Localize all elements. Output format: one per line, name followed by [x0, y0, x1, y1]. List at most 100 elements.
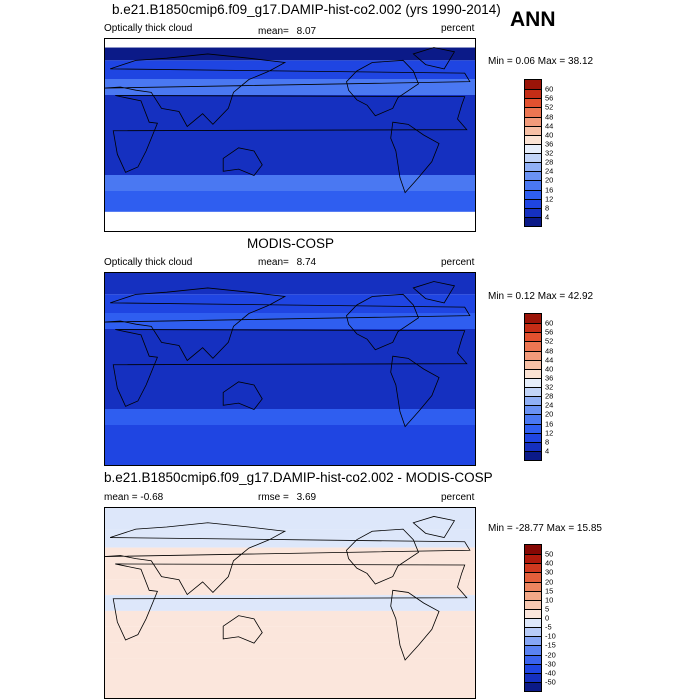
panel-1-colorbar-cell: [525, 189, 541, 199]
panel-1-zonal-band: [105, 47, 475, 61]
panel-2-coastline: [105, 287, 471, 362]
panel-3-colorbar-cell: [525, 554, 541, 564]
panel-3-colorbar-tick: -50: [545, 677, 556, 687]
panel-3-colorbar-cell: [525, 645, 541, 655]
panel-3-coastline: [412, 516, 456, 539]
panel-2-colorbar-tick: 8: [545, 437, 550, 447]
panel-2-map: [104, 272, 476, 466]
panel-3-colorbar-tick: 5: [545, 604, 550, 614]
panel-3-colorbar-tick: 50: [545, 549, 554, 559]
panel-2-colorbar-tick: 28: [545, 391, 554, 401]
panel-2-zonal-band: [105, 409, 475, 425]
panel-1-coastline: [412, 47, 456, 70]
panel-3-colorbar-tick: -5: [545, 622, 552, 632]
panel-3-colorbar-cell: [525, 663, 541, 673]
panel-1-zonal-band: [105, 143, 475, 159]
panel-3-rmse-label: rmse = 3.69: [258, 492, 316, 503]
panel-3-colorbar-tick: 30: [545, 567, 554, 577]
panel-2-zonal-band: [105, 361, 475, 377]
panel-3-zonal-band: [105, 579, 475, 596]
panel-1-colorbar-cell: [525, 80, 541, 90]
panel-2-colorbar-tick: 40: [545, 364, 554, 374]
panel-2-zonal-band: [105, 393, 475, 409]
panel-1-zonal-band: [105, 95, 475, 111]
panel-1-zonal-band: [105, 175, 475, 191]
panel-3-coastline: [112, 563, 468, 641]
panel-3-colorbar-tick: 40: [545, 558, 554, 568]
panel-3-colorbar-cell: [525, 627, 541, 637]
panel-2-colorbar-cell: [525, 405, 541, 415]
panel-2-zonal-band: [105, 425, 475, 465]
panel-3-colorbar-cell: [525, 590, 541, 600]
panel-2-title: MODIS-COSP: [247, 236, 335, 251]
panel-1-colorbar-tick: 16: [545, 185, 554, 194]
panel-1-mean-value: 8.07: [296, 26, 317, 37]
panel-3-colorbar: 50 40 30 20 15 10 5 0 -5 -10 -15 -20 -30 -40 -50: [524, 544, 556, 692]
season-label: ANN: [510, 8, 556, 31]
panel-2-colorbar: 60 56 52 48 44 40 36 32 28 24 20 16 12 8 4: [524, 313, 553, 461]
panel-3-colorbar-tick: 15: [545, 586, 554, 596]
panel-3-colorbar-cell: [525, 572, 541, 582]
panel-2-coastline: [112, 329, 468, 407]
panel-1-colorbar-cell: [525, 98, 541, 108]
panel-1-colorbar-tick: 44: [545, 121, 554, 131]
panel-1-colorbar-tick: 56: [545, 93, 554, 103]
panel-3-colorbar-tick: -10: [545, 631, 556, 641]
panel-2-coastline: [412, 281, 456, 304]
panel-1-coastline: [346, 59, 419, 117]
panel-1-title: b.e21.B1850cmip6.f09_g17.DAMIP-hist-co2.…: [112, 2, 501, 17]
panel-2-colorbar-tick: 16: [545, 419, 554, 428]
panel-2-zonal-band: [105, 329, 475, 345]
panel-3-colorbar-cell: [525, 545, 541, 555]
panel-2-colorbar-cell: [525, 414, 541, 424]
panel-1-colorbar-tick: 52: [545, 102, 554, 112]
panel-1-colorbar-tick: 48: [545, 112, 554, 121]
panel-1-coastline: [222, 147, 263, 177]
panel-1-zonal-band: [105, 60, 475, 79]
panel-3-colorbar-tick: 0: [545, 613, 550, 623]
panel-1-colorbar-cell: [525, 143, 541, 153]
panel-1-map: [104, 38, 476, 232]
panel-3-colorbar-cell: [525, 672, 541, 682]
panel-3-colorbar-tick: -40: [545, 668, 556, 678]
panel-2-colorbar-cell: [525, 332, 541, 342]
panel-3-coastline: [222, 615, 263, 644]
panel-1-colorbar-cell: [525, 89, 541, 99]
panel-1-variable-label: Optically thick cloud: [104, 23, 193, 34]
panel-2-colorbar-cell: [525, 341, 541, 351]
panel-2-coastline: [222, 381, 263, 411]
panel-1-colorbar-tick: 40: [545, 130, 554, 140]
panel-2-colorbar-tick: 20: [545, 409, 554, 419]
panel-1-colorbar-tick: 12: [545, 194, 554, 204]
panel-2-colorbar-tick: 36: [545, 373, 554, 383]
panel-1-colorbar-cell: [525, 116, 541, 126]
panel-3-colorbar-tick: 10: [545, 595, 554, 605]
panel-2-mean-value: 8.74: [296, 257, 317, 268]
panel-2-colorbar-tick: 60: [545, 318, 554, 328]
panel-1-field: [105, 47, 475, 212]
panel-3-colorbar-cell: [525, 581, 541, 591]
panel-1-coastline: [105, 53, 471, 128]
panel-3-colorbar-tick: -30: [545, 659, 556, 669]
panel-3-colorbar-tick: 20: [545, 577, 554, 586]
panel-1-colorbar-tick: 24: [545, 166, 554, 176]
panel-1-minmax: Min = 0.06 Max = 38.12: [488, 56, 594, 67]
panel-1-mean-key: mean=: [258, 26, 289, 37]
panel-2-variable-label: Optically thick cloud: [104, 257, 193, 268]
panel-3-coastline: [105, 522, 471, 596]
panel-1-colorbar-cell: [525, 134, 541, 144]
panel-2-colorbar-cell: [525, 350, 541, 360]
panel-2-colorbar-cell: [525, 314, 541, 324]
panel-3-zonal-band: [105, 563, 475, 580]
panel-3-colorbar-cell: [525, 563, 541, 573]
panel-2-colorbar-cell: [525, 368, 541, 378]
panel-1-coastline: [390, 121, 440, 194]
panel-2-colorbar-tick: 24: [545, 400, 554, 410]
panel-3-map: [104, 507, 476, 699]
panel-2-colorbar-cell: [525, 423, 541, 433]
panel-3-colorbar-cell: [525, 654, 541, 664]
panel-1-colorbar-tick: 28: [545, 157, 554, 167]
panel-3-zonal-band: [105, 642, 475, 659]
panel-2-colorbar-tick: 56: [545, 327, 554, 337]
panel-1-colorbar-cell: [525, 180, 541, 190]
